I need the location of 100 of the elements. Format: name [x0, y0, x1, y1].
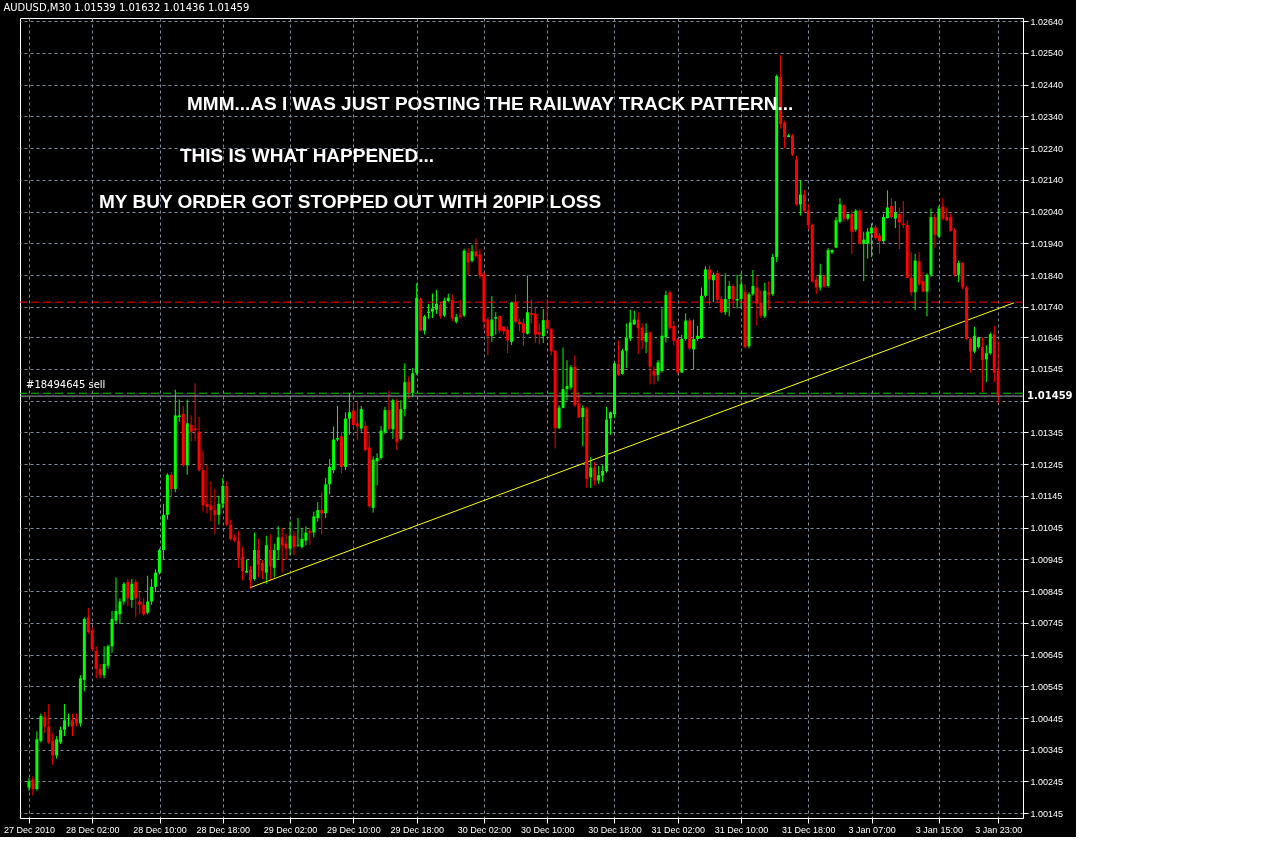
candlestick — [692, 319, 696, 370]
candlestick — [525, 274, 529, 336]
candlestick — [889, 197, 893, 220]
candlestick — [31, 775, 35, 796]
candlestick — [387, 390, 391, 432]
candlestick — [130, 578, 134, 609]
y-tick-label: 1.02040 — [1030, 207, 1064, 218]
y-tick-label: 1.01245 — [1030, 459, 1064, 470]
candlestick — [897, 207, 901, 250]
candlestick — [312, 511, 316, 538]
candlestick — [347, 392, 351, 436]
y-tick-label: 1.00145 — [1030, 808, 1064, 819]
candlestick — [541, 308, 545, 344]
candlestick — [138, 591, 142, 615]
x-tick-label: 30 Dec 18:00 — [588, 824, 642, 835]
candlestick — [304, 525, 308, 546]
candlestick — [581, 404, 585, 447]
candlestick — [430, 293, 434, 319]
y-tick-label: 1.00845 — [1030, 586, 1064, 597]
ref-line-label: #18494645 sell — [26, 379, 106, 391]
x-tick-label: 31 Dec 10:00 — [714, 824, 769, 835]
y-tick-label: 1.01740 — [1030, 302, 1064, 313]
y-tick-label: 1.01145 — [1030, 491, 1063, 502]
candlestick — [557, 404, 561, 430]
x-tick-label: 31 Dec 02:00 — [651, 824, 706, 835]
candlestick — [154, 568, 158, 593]
candlestick — [984, 344, 988, 383]
candlestick — [798, 179, 802, 216]
candlestick — [854, 208, 858, 233]
candlestick — [351, 402, 355, 429]
candlestick — [739, 272, 743, 309]
candlestick — [972, 326, 976, 354]
x-tick-label: 30 Dec 02:00 — [457, 824, 512, 835]
annotation: THIS IS WHAT HAPPENED... — [180, 145, 435, 166]
candlestick — [866, 227, 870, 260]
candlestick — [620, 348, 624, 376]
candlestick — [423, 314, 427, 336]
candlestick — [862, 231, 866, 282]
y-tick-label: 1.02440 — [1030, 80, 1064, 91]
candlestick — [791, 133, 794, 157]
y-tick-label: 1.01045 — [1030, 523, 1064, 534]
candlestick — [169, 471, 173, 498]
candlestick — [256, 538, 260, 578]
x-tick-label: 3 Jan 07:00 — [848, 824, 896, 835]
candlestick — [466, 247, 470, 276]
candlestick — [988, 332, 992, 356]
candlestick — [102, 645, 106, 679]
x-tick-label: 29 Dec 02:00 — [263, 824, 318, 835]
candlestick — [296, 517, 300, 548]
x-tick-label: 31 Dec 18:00 — [782, 824, 836, 835]
candlestick — [593, 461, 597, 486]
candlestick — [126, 578, 130, 607]
candlestick — [723, 272, 727, 316]
candlestick — [806, 203, 810, 231]
candlestick — [589, 456, 593, 489]
candlestick — [146, 575, 150, 615]
candlestick — [249, 565, 252, 590]
candlestick — [941, 197, 945, 221]
y-tick-label: 1.01545 — [1030, 364, 1064, 375]
candlestick — [878, 232, 882, 255]
y-tick-label: 1.01645 — [1030, 332, 1064, 343]
candlestick — [359, 405, 363, 433]
candlestick — [94, 645, 98, 679]
candlestick — [909, 251, 913, 297]
candlestick — [292, 530, 296, 556]
candlestick — [640, 322, 644, 350]
y-tick-label: 1.02240 — [1030, 143, 1064, 154]
candlestick — [158, 547, 162, 575]
candlestick — [802, 189, 806, 213]
candlestick — [506, 326, 510, 354]
x-tick-label: 3 Jan 15:00 — [915, 824, 963, 835]
annotation: MY BUY ORDER GOT STOPPED OUT WITH 20PIP LOSS — [99, 191, 602, 212]
candlestick — [355, 400, 359, 441]
y-tick-label: 1.00745 — [1030, 618, 1064, 629]
candlestick — [727, 280, 731, 317]
candlestick — [237, 530, 241, 569]
x-tick-label: 29 Dec 10:00 — [327, 824, 381, 835]
candlestick — [490, 295, 494, 343]
candlestick — [957, 260, 961, 283]
y-tick-label: 1.00345 — [1030, 745, 1064, 756]
candlestick — [280, 527, 284, 574]
x-tick-label: 3 Jan 23:00 — [975, 824, 1023, 835]
candlestick — [494, 311, 498, 336]
candlestick — [434, 289, 438, 315]
x-tick-label: 27 Dec 2010 — [3, 824, 55, 835]
x-tick-label: 28 Dec 02:00 — [65, 824, 120, 835]
candlestick — [636, 311, 640, 355]
candlestick — [288, 520, 292, 556]
y-tick-label: 1.00545 — [1030, 681, 1064, 692]
candlestick — [411, 367, 415, 398]
candlestick — [616, 340, 620, 377]
candlestick — [644, 322, 648, 354]
x-tick-label: 29 Dec 18:00 — [390, 824, 444, 835]
candlestick — [850, 210, 854, 255]
candlestick — [624, 322, 628, 369]
candlestick — [43, 711, 47, 734]
y-tick-label: 1.02640 — [1030, 16, 1064, 27]
candlestick — [276, 525, 280, 561]
y-tick-label: 1.01940 — [1030, 238, 1064, 249]
candlestick — [442, 297, 446, 318]
